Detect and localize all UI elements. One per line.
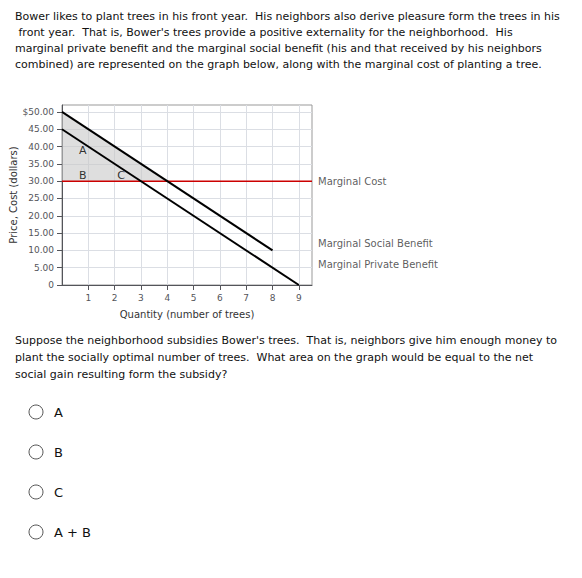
svg-text:45.00: 45.00 bbox=[28, 124, 54, 134]
svg-text:40.00: 40.00 bbox=[28, 142, 54, 152]
svg-text:A: A bbox=[79, 144, 87, 157]
svg-text:B: B bbox=[79, 169, 87, 182]
svg-text:Quantity (number of trees): Quantity (number of trees) bbox=[120, 309, 255, 320]
svg-text:$50.00: $50.00 bbox=[23, 107, 55, 117]
svg-text:Bower likes to plant trees in: Bower likes to plant trees in his front … bbox=[15, 10, 560, 23]
svg-text:35.00: 35.00 bbox=[28, 159, 54, 169]
svg-text:5.00: 5.00 bbox=[34, 263, 54, 273]
svg-text:front year. That is, Bower's: front year. That is, Bower's trees provi… bbox=[15, 26, 516, 39]
svg-text:A + B: A + B bbox=[54, 525, 91, 540]
svg-text:combined) are represented on t: combined) are represented on the graph b… bbox=[15, 58, 542, 71]
svg-text:plant the socially optimal num: plant the socially optimal number of tre… bbox=[15, 351, 537, 364]
svg-text:6: 6 bbox=[217, 293, 223, 303]
svg-text:C: C bbox=[54, 485, 63, 500]
svg-text:2: 2 bbox=[112, 293, 118, 303]
svg-text:social gain resulting form the: social gain resulting form the subsidy? bbox=[15, 368, 227, 381]
svg-text:30.00: 30.00 bbox=[28, 176, 54, 186]
svg-text:A: A bbox=[54, 405, 63, 420]
svg-text:20.00: 20.00 bbox=[28, 211, 54, 221]
svg-text:0: 0 bbox=[48, 280, 54, 290]
svg-text:1: 1 bbox=[85, 293, 91, 303]
svg-text:5: 5 bbox=[191, 293, 197, 303]
svg-text:Price, Cost (dollars): Price, Cost (dollars) bbox=[8, 146, 19, 244]
svg-text:B: B bbox=[54, 445, 63, 460]
svg-text:7: 7 bbox=[243, 293, 249, 303]
svg-text:15.00: 15.00 bbox=[28, 228, 54, 238]
svg-text:10.00: 10.00 bbox=[28, 245, 54, 255]
svg-text:Suppose the neighborhood subsi: Suppose the neighborhood subsidies Bower… bbox=[15, 334, 560, 347]
svg-text:25.00: 25.00 bbox=[28, 193, 54, 203]
svg-text:3: 3 bbox=[138, 293, 144, 303]
svg-text:C: C bbox=[117, 169, 125, 182]
svg-text:Marginal Private Benefit: Marginal Private Benefit bbox=[318, 259, 438, 270]
svg-text:Marginal Social Benefit: Marginal Social Benefit bbox=[318, 238, 433, 249]
svg-text:marginal private benefit and t: marginal private benefit and the margina… bbox=[15, 42, 545, 55]
svg-text:8: 8 bbox=[270, 293, 276, 303]
svg-text:9: 9 bbox=[296, 293, 302, 303]
svg-text:4: 4 bbox=[164, 293, 170, 303]
svg-text:Marginal Cost: Marginal Cost bbox=[318, 176, 387, 187]
